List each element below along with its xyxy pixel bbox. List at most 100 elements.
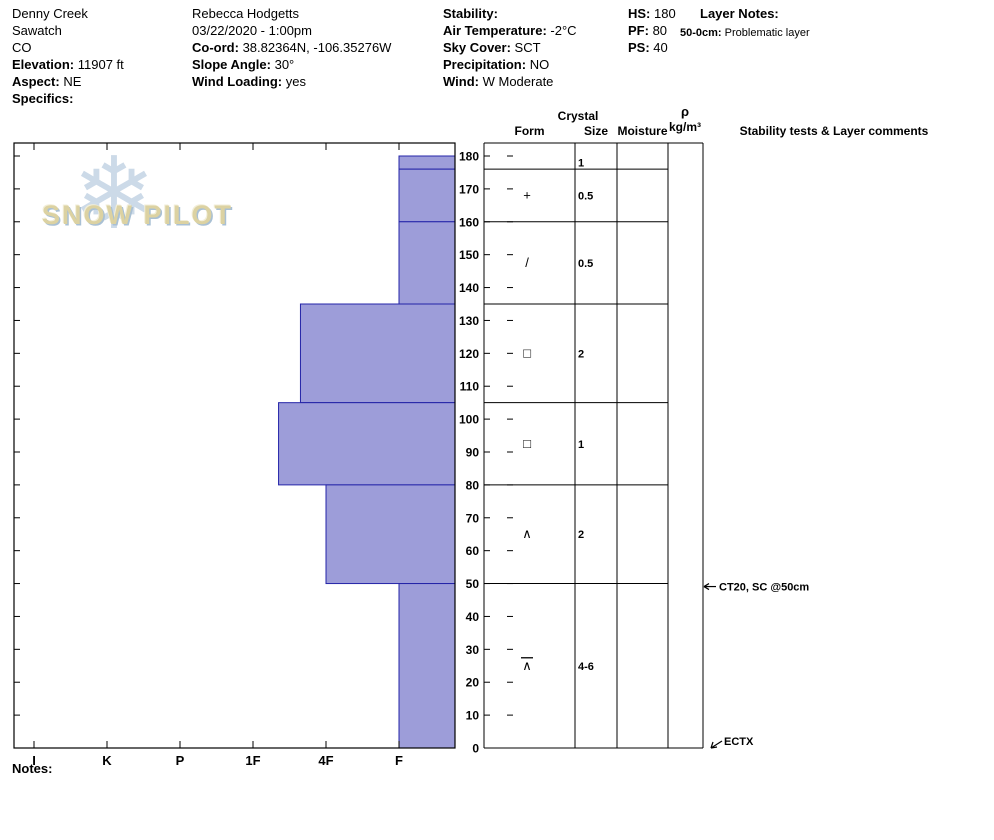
coordinates: Co-ord: 38.82364N, -106.35276W <box>192 40 391 56</box>
observer-name-text: Rebecca Hodgetts <box>192 6 299 21</box>
crystal-size-value: 2 <box>578 348 584 360</box>
crystal-size-value: 1 <box>578 158 584 170</box>
hs-value: 180 <box>654 6 676 21</box>
depth-axis-label: 10 <box>466 709 480 723</box>
crystal-size-value: 4-6 <box>578 661 594 673</box>
specifics-label: Specifics: <box>12 91 74 106</box>
depth-axis-label: 100 <box>459 413 479 427</box>
test-arrow <box>710 740 723 749</box>
ps-label: PS: <box>628 40 650 55</box>
depth-axis-label: 180 <box>459 150 479 164</box>
depth-axis-label: 30 <box>466 643 480 657</box>
hardness-axis-label: K <box>102 753 112 768</box>
size-column-header: Size <box>583 124 608 138</box>
observation-datetime-text: 03/22/2020 - 1:00pm <box>192 23 312 38</box>
wind-loading-value: yes <box>285 74 306 89</box>
site-range: Sawatch <box>12 23 62 39</box>
hardness-axis-label: 1F <box>245 753 260 768</box>
wind-loading: Wind Loading: yes <box>192 74 306 90</box>
hardness-axis-label: I <box>32 753 36 768</box>
layer-note: 50-0cm: Problematic layer <box>680 25 810 41</box>
snowpilot-watermark: ❄ SNOW PILOT <box>38 144 268 273</box>
depth-axis-label: 0 <box>472 742 479 756</box>
depth-axis-label: 130 <box>459 314 479 328</box>
snowflake-icon: ❄ <box>72 135 156 252</box>
ps-value: 40 <box>653 40 668 55</box>
crystal-form-symbol: ∧ <box>522 658 532 673</box>
site-name-text: Denny Creek <box>12 6 88 21</box>
aspect-value: NE <box>63 74 82 89</box>
hardness-bar <box>299 303 456 404</box>
crystal-form-symbol: □ <box>523 345 531 360</box>
wind-label: Wind: <box>443 74 479 89</box>
form-column-header: Form <box>514 124 545 138</box>
depth-axis-label: 120 <box>459 347 479 361</box>
depth-axis-label: 140 <box>459 281 479 295</box>
stability-test-label: CT20, SC @50cm <box>719 582 809 594</box>
test-arrow-head <box>710 746 718 749</box>
notes-label: Notes: <box>12 761 53 776</box>
density-unit-header: kg/m³ <box>668 120 701 134</box>
hs-line: HS: 180 <box>628 6 676 22</box>
crystal-size-value: 1 <box>578 439 584 451</box>
observer-name: Rebecca Hodgetts <box>192 6 299 22</box>
depth-axis-label: 60 <box>466 544 480 558</box>
hardness-bar <box>398 155 456 170</box>
hardness-bar <box>278 402 456 486</box>
hardness-bar <box>398 168 456 223</box>
hardness-axis-label: P <box>176 753 185 768</box>
air-temp-label: Air Temperature: <box>443 23 547 38</box>
elevation-value: 11907 ft <box>77 57 124 72</box>
depth-axis-label: 110 <box>460 380 480 394</box>
depth-axis-label: 170 <box>459 182 479 196</box>
site-range-text: Sawatch <box>12 23 62 38</box>
hardness-bar <box>325 484 456 585</box>
stability-label: Stability: <box>443 6 498 21</box>
coord-label: Co-ord: <box>192 40 239 55</box>
crystal-size-value: 0.5 <box>578 190 593 202</box>
sky-cover-label: Sky Cover: <box>443 40 511 55</box>
hs-label: HS: <box>628 6 651 21</box>
wind-value: W Moderate <box>482 74 554 89</box>
site-elevation: Elevation: 11907 ft <box>12 57 124 73</box>
crystal-form-symbol: + <box>523 187 531 202</box>
aspect-label: Aspect: <box>12 74 60 89</box>
coord-value: 38.82364N, -106.35276W <box>242 40 392 55</box>
hardness-bar <box>398 583 456 749</box>
site-state: CO <box>12 40 32 56</box>
hardness-plot-border <box>13 142 456 749</box>
layer-notes-title-text: Layer Notes: <box>700 6 779 21</box>
precipitation-value: NO <box>529 57 550 72</box>
site-aspect: Aspect: NE <box>12 74 81 90</box>
density-symbol-header: ρ <box>680 104 690 119</box>
crystal-form-symbol: ∧ <box>522 526 532 541</box>
crystal-form-symbol: / <box>525 255 529 270</box>
slope-angle-label: Slope Angle: <box>192 57 271 72</box>
depth-axis-label: 20 <box>466 676 480 690</box>
crystal-size-value: 2 <box>578 529 584 541</box>
precipitation: Precipitation: NO <box>443 57 549 73</box>
depth-axis-label: 80 <box>466 478 480 492</box>
stability-column-header: Stability tests & Layer comments <box>739 124 929 138</box>
test-arrow-head <box>703 586 710 591</box>
precipitation-label: Precipitation: <box>443 57 527 72</box>
pf-value: 80 <box>652 23 668 38</box>
air-temperature: Air Temperature: -2°C <box>443 23 577 39</box>
hardness-axis-label: 4F <box>318 753 333 768</box>
layer-note-text: Problematic layer <box>724 27 810 39</box>
slope-angle-value: 30° <box>274 57 295 72</box>
pf-line: PF: 80 <box>628 23 667 39</box>
air-temp-value: -2°C <box>550 23 577 38</box>
layer-note-range: 50-0cm: <box>680 27 722 39</box>
ps-line: PS: 40 <box>628 40 668 56</box>
site-specifics: Specifics: <box>12 91 73 107</box>
wind-loading-label: Wind Loading: <box>192 74 283 89</box>
test-arrow-head <box>710 741 714 749</box>
elevation-label: Elevation: <box>12 57 75 72</box>
site-name: Denny Creek <box>12 6 88 22</box>
observation-datetime: 03/22/2020 - 1:00pm <box>192 23 312 39</box>
slope-angle: Slope Angle: 30° <box>192 57 294 73</box>
sky-cover-value: SCT <box>514 40 541 55</box>
wind: Wind: W Moderate <box>443 74 553 90</box>
